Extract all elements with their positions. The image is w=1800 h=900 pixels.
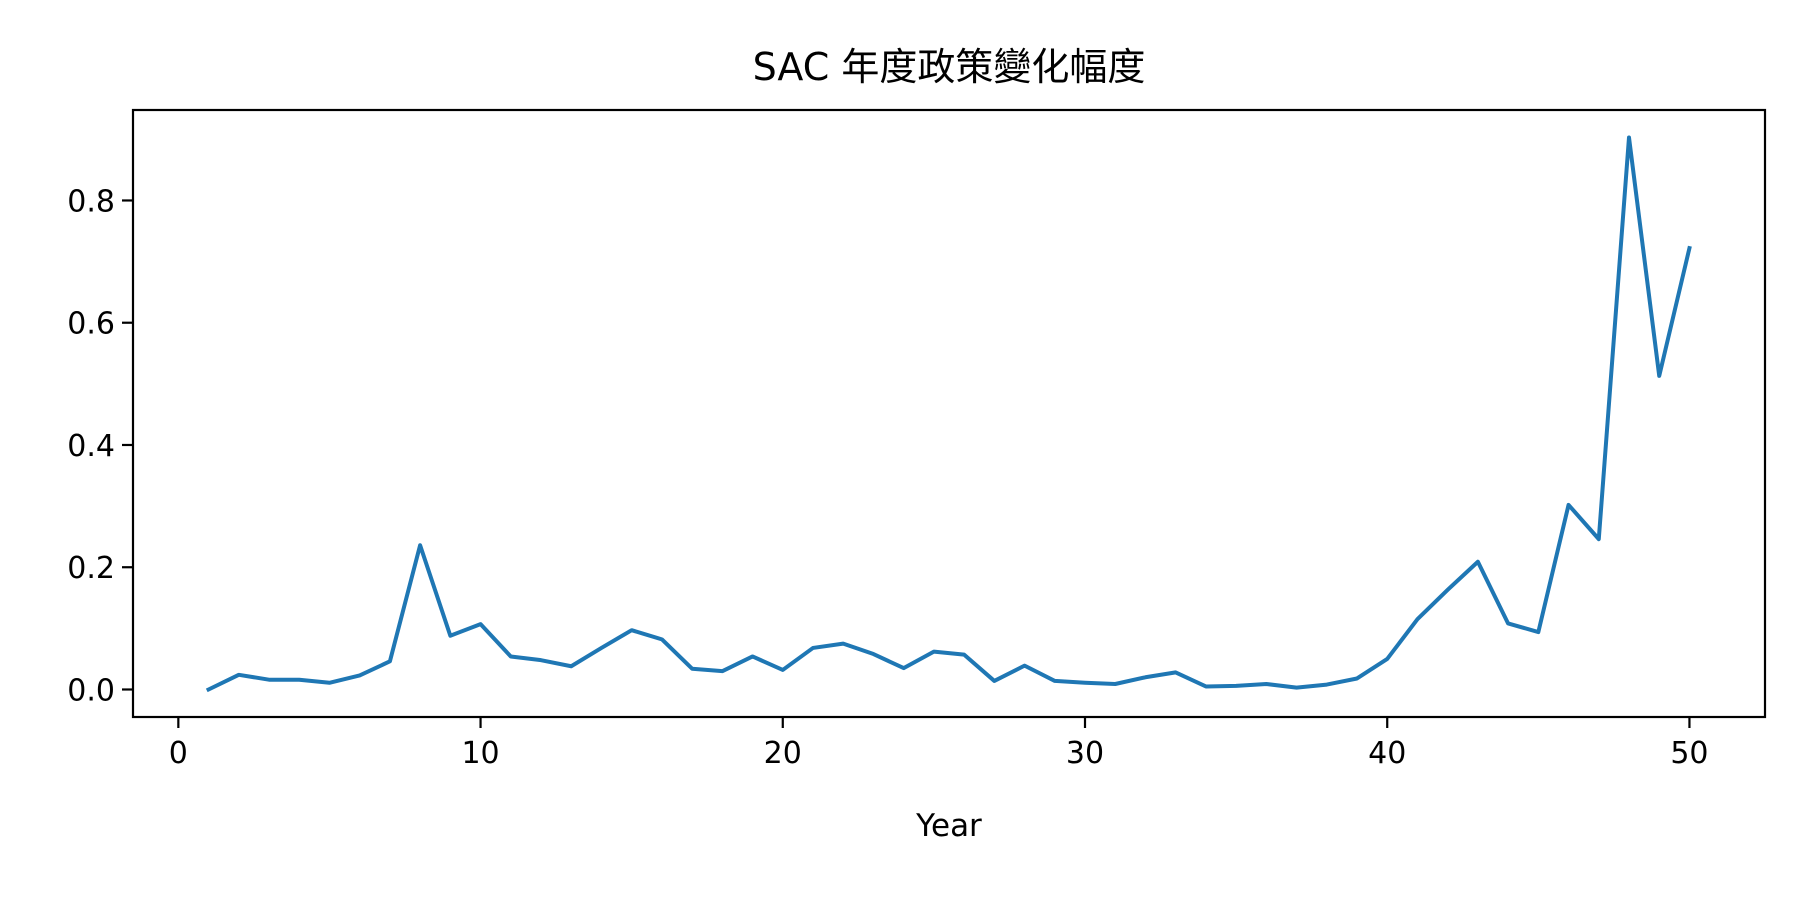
chart-title: SAC 年度政策變化幅度 [753,45,1146,89]
x-axis-label: Year [915,808,982,844]
x-tick-label: 0 [169,736,188,771]
y-tick-label: 0.8 [67,184,115,219]
series-line-0 [205,135,1692,693]
x-tick-label: 40 [1368,736,1406,771]
x-tick-label: 50 [1670,736,1708,771]
x-tick-label: 30 [1066,736,1104,771]
x-tick-label: 20 [764,736,802,771]
y-tick-label: 0.0 [67,673,115,708]
x-axis: 0 10 20 30 40 50 [169,717,1709,771]
y-tick-label: 0.4 [67,429,115,464]
y-tick-label: 0.2 [67,551,115,586]
y-tick-label: 0.6 [67,307,115,342]
x-tick-label: 10 [461,736,499,771]
plot-frame [131,108,1767,719]
series-layer [205,135,1692,693]
y-axis: 0.0 0.2 0.4 0.6 0.8 [67,184,133,708]
